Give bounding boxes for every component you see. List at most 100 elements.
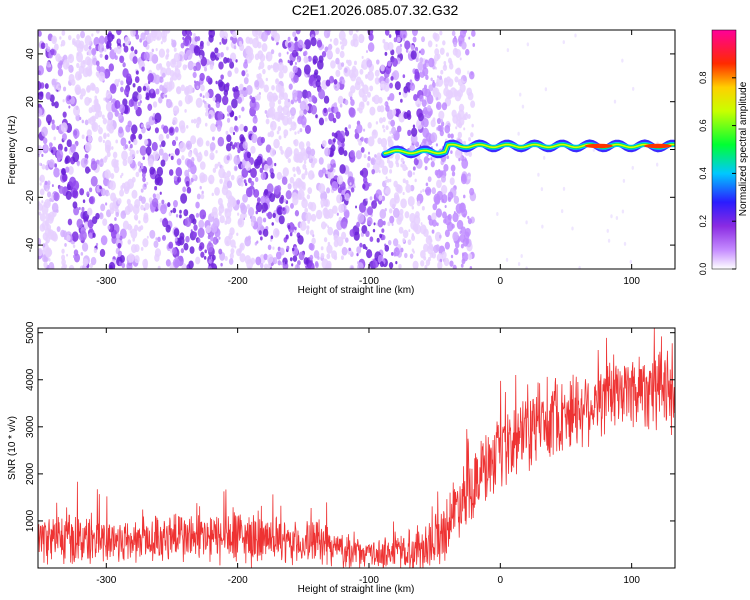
spectrogram-noise-blob	[355, 30, 359, 33]
spectrogram-noise-blob	[146, 95, 150, 101]
spectrogram-noise-blob	[305, 146, 312, 155]
spectrogram-noise-blob	[127, 178, 135, 189]
spectrogram-noise-blob	[324, 117, 328, 122]
spectrogram-noise-blob	[459, 57, 462, 61]
spectrogram-noise-blob	[199, 54, 203, 60]
spectrogram-noise-blob	[51, 197, 55, 203]
spectrogram-noise-blob	[172, 247, 180, 259]
spectrogram-noise-blob	[196, 117, 202, 125]
spectrogram-noise-blob	[309, 243, 315, 251]
spectrogram-noise-blob	[223, 89, 229, 97]
spectrogram-noise-blob	[174, 126, 179, 133]
spectrogram-xlabel: Height of straight line (km)	[298, 285, 415, 296]
spectrogram-noise-blob	[313, 250, 320, 259]
spectrogram-noise-blob	[154, 127, 159, 134]
spectrogram-noise-blob	[236, 158, 241, 164]
spectrogram-noise-blob	[264, 188, 269, 196]
spectrogram-noise-blob	[455, 203, 463, 214]
spectrogram-noise-blob	[449, 60, 453, 66]
spectrogram-noise-blob	[51, 146, 57, 156]
spectrogram-noise-blob	[266, 183, 274, 194]
spectrogram-noise-blob	[414, 141, 420, 148]
spectrogram-noise-blob	[125, 92, 129, 98]
spectrogram-noise-blob	[435, 91, 442, 101]
spectrogram-noise-blob	[146, 138, 152, 147]
spectrogram-noise-blob	[209, 79, 212, 84]
spectrogram-noise-blob	[144, 30, 150, 36]
spectrogram-noise-blob	[411, 30, 418, 37]
spectrogram-noise-blob	[277, 99, 282, 105]
spectrogram-noise-blob	[354, 132, 360, 140]
spectrogram-noise-blob	[107, 225, 111, 230]
spectrogram-noise-blob	[301, 198, 308, 209]
spectrogram-noise-blob	[297, 179, 303, 187]
spectrogram-noise-blob	[154, 118, 158, 125]
spectrogram-noise-blob	[297, 153, 304, 164]
spectrogram-noise-blob	[422, 127, 430, 138]
spectrogram-noise-blob	[110, 192, 117, 202]
spectrogram-noise-blob	[142, 176, 146, 183]
spectrogram-noise-blob	[45, 91, 51, 100]
spectrogram-noise-blob	[290, 99, 295, 105]
spectrogram-noise-blob	[305, 212, 312, 222]
snr-xtick-label: 100	[623, 575, 640, 586]
spectrogram-noise-blob	[405, 49, 409, 53]
spectrogram-noise-blob	[393, 180, 398, 188]
spectrogram-noise-blob	[269, 106, 276, 117]
spectrogram-noise-blob	[259, 254, 266, 264]
spectrogram-noise-blob	[383, 77, 389, 86]
spectrogram-noise-blob	[95, 242, 99, 247]
spectrogram-noise-blob	[90, 256, 97, 266]
spectrogram-noise-blob	[440, 69, 444, 75]
spectrogram-noise-blob	[374, 251, 382, 262]
spectrogram-noise-blob	[86, 59, 91, 66]
spectrogram-noise-blob	[254, 30, 262, 36]
spectrogram-noise-blob	[424, 144, 429, 151]
spectrogram-noise-blob	[229, 61, 235, 69]
spectrogram-noise-blob	[127, 203, 134, 213]
spectrogram-noise-blob	[80, 88, 86, 97]
spectrogram-noise-blob	[140, 246, 144, 251]
spectrogram-noise-blob	[326, 187, 331, 194]
spectrogram-noise-blob	[444, 204, 447, 209]
spectrogram-noise-blob	[274, 185, 280, 195]
spectrogram-noise-blob	[254, 53, 260, 61]
spectrogram-noise-blob	[206, 242, 214, 253]
spectrogram-noise-blob	[88, 168, 91, 173]
spectrogram-noise-blob	[397, 250, 402, 258]
spectrogram-noise-blob	[146, 87, 149, 91]
spectrogram-noise-blob	[294, 248, 300, 256]
spectrogram-noise-blob	[177, 176, 182, 183]
spectrogram-noise-blob	[384, 179, 388, 184]
spectrogram-noise-blob	[310, 148, 316, 157]
spectrogram-noise-blob	[243, 213, 247, 218]
spectrogram-noise-blob	[434, 48, 440, 56]
spectrogram-noise-blob	[263, 209, 266, 214]
spectrogram-noise-blob	[106, 144, 111, 152]
spectrogram-noise-blob	[292, 244, 297, 250]
spectrogram-noise-blob	[131, 176, 136, 183]
spectrogram-noise-blob	[193, 118, 197, 124]
spectrogram-noise-blob	[395, 108, 402, 118]
spectrogram-noise-blob	[109, 207, 115, 215]
spectrogram-noise-blob	[50, 265, 55, 269]
spectrogram-noise-blob	[297, 130, 300, 134]
spectrogram-noise-blob	[51, 47, 55, 53]
spectrogram-noise-blob	[232, 131, 236, 136]
spectrogram-noise-blob	[436, 252, 444, 263]
spectrogram-noise-blob	[63, 175, 68, 182]
spectrogram-noise-blob	[86, 191, 90, 197]
spectrogram-noise-blob	[51, 101, 55, 107]
spectrogram-noise-blob	[358, 139, 363, 146]
spectrogram-noise-blob	[82, 199, 86, 204]
spectrogram-noise-blob	[410, 184, 415, 192]
spectrogram-noise-blob	[238, 161, 244, 170]
spectrogram-noise-blob	[440, 118, 444, 123]
spectrogram-noise-blob	[294, 96, 298, 101]
spectrogram-noise-blob	[355, 205, 357, 209]
spectrogram-noise-blob	[381, 258, 388, 268]
spectrogram-noise-blob	[171, 39, 177, 48]
spectrogram-noise-blob	[46, 188, 49, 192]
spectrogram-noise-blob	[462, 77, 466, 84]
spectrogram-noise-blob	[371, 168, 376, 175]
